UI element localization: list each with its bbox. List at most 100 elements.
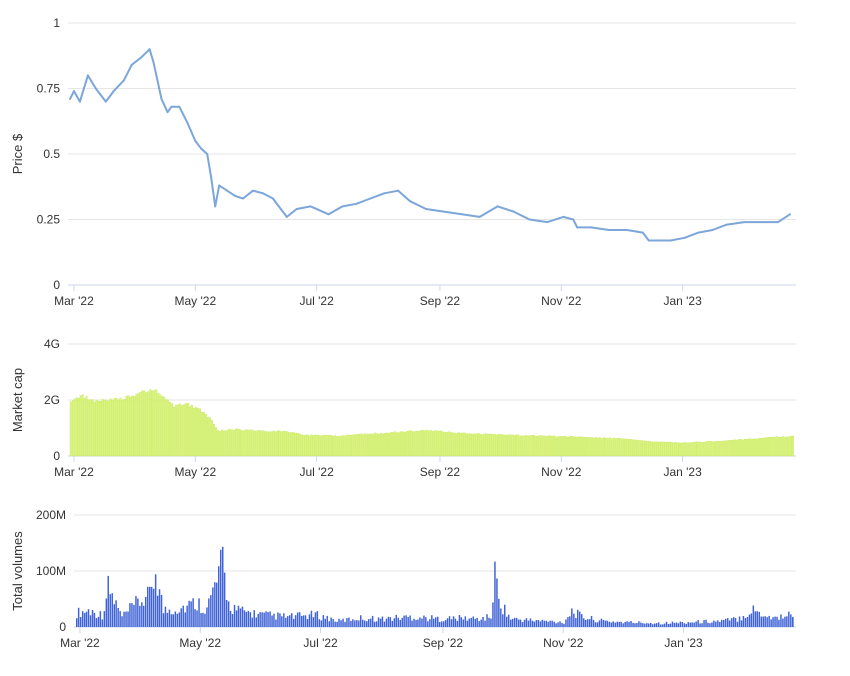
market-cap-bar [386,432,388,457]
total-volumes-bar [291,613,293,627]
total-volumes-bar [233,605,236,627]
market-cap-bar [768,437,770,457]
total-volumes-bar [659,624,662,627]
market-cap-bar [618,438,621,457]
market-cap-bar [624,438,627,457]
total-volumes-bar [81,611,84,627]
market-cap-bar [734,439,736,457]
market-cap-bar [479,433,482,457]
price-point [271,197,274,200]
total-volumes-bar [263,612,265,627]
market-cap-bar [141,390,144,457]
total-volumes-bar [105,598,108,627]
market-cap-bar [83,398,86,457]
market-cap-bar [376,433,378,457]
total-volumes-bar [178,612,181,627]
market-cap-bar [736,439,738,457]
total-volumes-bar [435,617,437,627]
market-cap-bar [222,430,225,457]
total-volumes-bar [204,613,206,627]
total-volumes-bar [152,588,155,627]
market-cap-ytick-label: 2G [44,393,60,407]
market-cap-bar [320,435,323,457]
market-cap-bar [304,435,307,457]
total-volumes-bar [705,619,707,627]
market-cap-bar [439,430,442,457]
total-volumes-bar [399,619,401,627]
price-point [341,205,344,208]
total-volumes-bar [389,617,392,627]
price-xtick-label: Jan '23 [663,294,702,308]
market-cap-bar [648,441,651,457]
market-cap-bar [517,434,520,457]
total-volumes-bar [271,615,273,627]
total-volumes-bar [198,598,200,627]
total-volumes-bar [581,614,583,627]
total-volumes-bar [247,610,250,627]
total-volumes-bar [154,574,157,627]
total-volumes-bar [147,586,149,627]
total-volumes-bar [119,611,121,627]
market-cap-bar [139,391,142,457]
total-volumes-bar [717,620,719,627]
market-cap-bar [274,431,277,457]
total-volumes-bar [596,622,599,627]
market-cap-bar [402,431,404,457]
market-cap-bar [346,434,349,457]
market-cap-bar [590,437,593,457]
total-volumes-bar [184,612,186,627]
total-volumes-bar [170,614,173,627]
market-cap-bar [157,393,160,457]
total-volumes-bar [476,617,478,627]
market-cap-bar [348,434,351,457]
market-cap-bar [441,431,444,457]
total-volumes-bar [527,620,530,627]
total-volumes-bar [168,609,171,627]
market-cap-bar [272,430,275,457]
total-volumes-bar [673,622,676,627]
price-point [206,153,209,155]
total-volumes-bar [588,619,591,627]
market-cap-bar [692,442,695,457]
market-cap-bar [288,432,291,457]
total-volumes-bar [734,618,737,627]
market-cap-bar [764,437,766,457]
market-cap-bar [730,440,733,457]
market-cap-bar [286,431,289,457]
price-point [397,189,400,192]
total-volumes-bar [216,582,218,627]
market-cap-bar [670,441,673,457]
market-cap-bar [207,417,209,457]
market-cap-bar [310,434,313,457]
total-volumes-bar [529,618,532,627]
market-cap-bar [232,429,235,457]
market-cap-bar [575,437,577,457]
total-volumes-ytick-label: 100M [36,564,66,578]
market-cap-bar [234,428,237,457]
price-point [655,239,658,242]
market-cap-bar [724,440,727,457]
market-cap-bar [226,429,229,457]
total-volumes-bar [141,602,143,627]
market-cap-bar [612,437,615,457]
market-cap-bar [702,442,705,457]
market-cap-bar [451,432,454,457]
market-cap-bar [738,439,740,457]
price-point [160,97,163,100]
total-volumes-bar [85,611,88,627]
market-cap-bar [744,439,746,457]
total-volumes-bar [584,619,587,627]
total-volumes-bar [413,618,415,627]
price-point [210,176,213,179]
market-cap-bar [147,391,150,457]
total-volumes-bar [314,612,317,627]
total-volumes-bar [573,613,575,627]
market-cap-bar [598,437,601,457]
market-cap-bar [467,433,470,457]
price-point [572,218,575,221]
market-cap-bar [342,435,345,457]
price-point [777,221,780,224]
market-cap-bar [581,436,583,457]
total-volumes-bar [206,607,208,627]
total-volumes-bar [523,619,526,627]
